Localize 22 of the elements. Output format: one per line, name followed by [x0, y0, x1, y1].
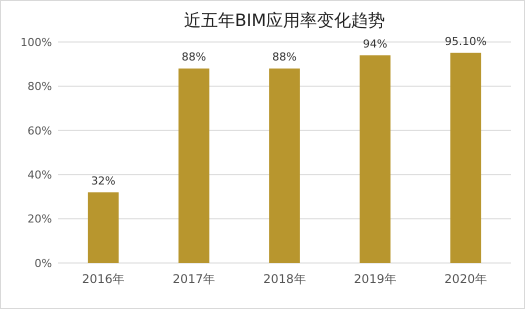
y-tick-label: 20% [28, 212, 52, 226]
data-label: 32% [91, 174, 116, 188]
x-tick-label: 2018年 [263, 272, 306, 286]
x-tick-label: 2019年 [354, 272, 396, 286]
chart-title: 近五年BIM应用率变化趋势 [184, 11, 386, 31]
data-label: 88% [182, 50, 206, 64]
y-tick-label: 100% [20, 36, 52, 49]
bar [88, 192, 119, 263]
bar [178, 68, 210, 263]
x-tick-label: 2016年 [82, 272, 125, 286]
data-label: 95.10% [444, 34, 487, 48]
x-tick-label: 2017年 [172, 272, 216, 286]
x-tick-label: 2020年 [444, 272, 487, 286]
bar [269, 68, 300, 263]
bar [360, 55, 390, 263]
data-label: 88% [272, 50, 297, 64]
bar [450, 52, 482, 263]
y-tick-label: 40% [28, 168, 52, 182]
y-tick-label: 60% [28, 124, 52, 138]
y-tick-label: 80% [28, 80, 52, 94]
y-tick-label: 0% [34, 256, 52, 270]
data-label: 94% [362, 37, 388, 50]
